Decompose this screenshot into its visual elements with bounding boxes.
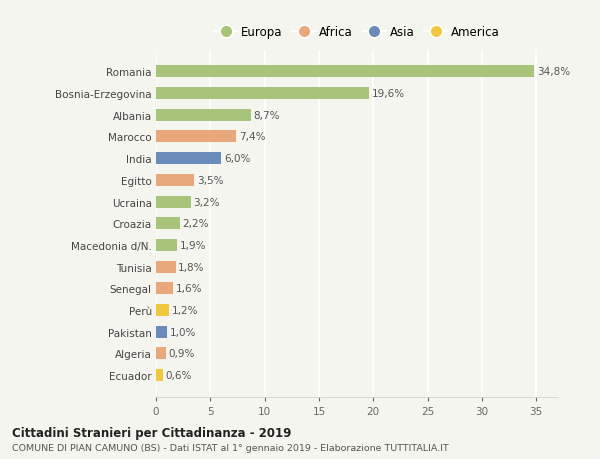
Text: 1,2%: 1,2%: [172, 305, 198, 315]
Bar: [156, 218, 180, 230]
Legend: Europa, Africa, Asia, America: Europa, Africa, Asia, America: [209, 22, 505, 44]
Bar: [156, 131, 236, 143]
Bar: [156, 261, 176, 273]
Bar: [156, 174, 194, 186]
Bar: [156, 196, 191, 208]
Text: 6,0%: 6,0%: [224, 154, 250, 164]
Text: 3,5%: 3,5%: [197, 175, 223, 185]
Bar: [156, 110, 251, 122]
Bar: [156, 304, 169, 316]
Text: 1,8%: 1,8%: [178, 262, 205, 272]
Text: 19,6%: 19,6%: [371, 89, 405, 99]
Text: 2,2%: 2,2%: [182, 219, 209, 229]
Text: 3,2%: 3,2%: [193, 197, 220, 207]
Text: 34,8%: 34,8%: [537, 67, 570, 77]
Bar: [156, 240, 176, 252]
Bar: [156, 153, 221, 165]
Text: 0,6%: 0,6%: [165, 370, 191, 381]
Bar: [156, 369, 163, 381]
Text: 8,7%: 8,7%: [253, 111, 280, 121]
Text: Cittadini Stranieri per Cittadinanza - 2019: Cittadini Stranieri per Cittadinanza - 2…: [12, 426, 292, 439]
Bar: [156, 326, 167, 338]
Text: 1,9%: 1,9%: [179, 241, 206, 251]
Text: 0,9%: 0,9%: [169, 349, 195, 358]
Bar: [156, 283, 173, 295]
Bar: [156, 88, 369, 100]
Text: 1,0%: 1,0%: [170, 327, 196, 337]
Bar: [156, 348, 166, 360]
Text: 1,6%: 1,6%: [176, 284, 203, 294]
Text: COMUNE DI PIAN CAMUNO (BS) - Dati ISTAT al 1° gennaio 2019 - Elaborazione TUTTIT: COMUNE DI PIAN CAMUNO (BS) - Dati ISTAT …: [12, 443, 449, 452]
Bar: [156, 66, 534, 78]
Text: 7,4%: 7,4%: [239, 132, 266, 142]
